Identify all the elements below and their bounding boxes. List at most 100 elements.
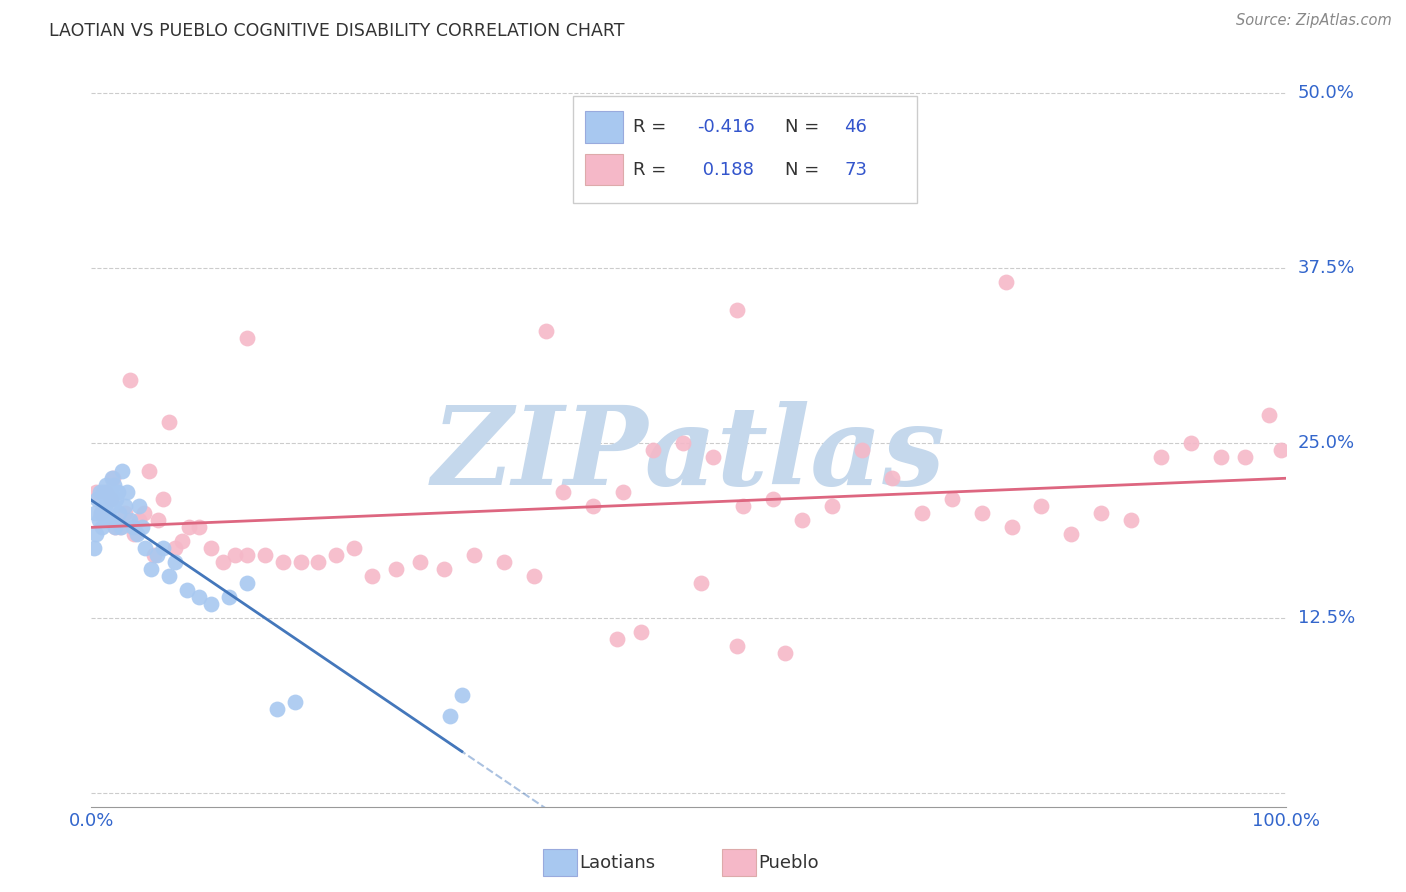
Point	[118, 513, 141, 527]
Point	[176, 583, 198, 598]
Point	[284, 695, 307, 709]
Point	[84, 506, 107, 520]
Point	[235, 576, 259, 591]
Point	[880, 471, 904, 485]
Point	[235, 548, 259, 562]
Point	[157, 569, 180, 583]
Point	[118, 373, 141, 387]
Point	[235, 331, 259, 345]
FancyBboxPatch shape	[585, 154, 623, 186]
Text: N =: N =	[785, 118, 824, 136]
Point	[1257, 408, 1279, 422]
Point	[439, 709, 461, 723]
Point	[93, 499, 115, 513]
Point	[152, 492, 174, 507]
Point	[941, 492, 963, 507]
Point	[725, 303, 748, 318]
Point	[163, 541, 186, 556]
Point	[179, 520, 201, 534]
Point	[1060, 527, 1083, 541]
Text: 46: 46	[844, 118, 868, 136]
Point	[100, 471, 122, 485]
Point	[90, 506, 112, 520]
Point	[138, 464, 160, 478]
Point	[141, 562, 162, 576]
Point	[450, 688, 472, 702]
Text: 25.0%: 25.0%	[1298, 434, 1355, 452]
Text: 0.188: 0.188	[697, 161, 754, 178]
Point	[103, 478, 125, 492]
FancyBboxPatch shape	[585, 112, 623, 143]
Point	[104, 520, 127, 534]
Point	[761, 492, 783, 507]
Point	[128, 499, 150, 513]
Point	[200, 597, 222, 611]
Point	[111, 464, 134, 478]
FancyBboxPatch shape	[574, 96, 917, 203]
Point	[731, 499, 754, 513]
Point	[271, 555, 294, 569]
Point	[266, 702, 288, 716]
Point	[606, 632, 628, 647]
Point	[433, 562, 456, 576]
Point	[94, 478, 117, 492]
Point	[114, 499, 136, 513]
Point	[105, 492, 128, 507]
Text: R =: R =	[633, 161, 672, 178]
Point	[409, 555, 432, 569]
Point	[553, 485, 575, 500]
Text: Pueblo: Pueblo	[758, 854, 818, 871]
Point	[125, 527, 148, 541]
Point	[612, 485, 634, 500]
Point	[773, 646, 796, 660]
Point	[851, 443, 873, 458]
Text: 37.5%: 37.5%	[1298, 259, 1355, 277]
Point	[187, 520, 211, 534]
Point	[1270, 443, 1292, 458]
Point	[108, 506, 131, 520]
Text: -0.416: -0.416	[697, 118, 755, 136]
Point	[911, 506, 934, 520]
Point	[89, 485, 111, 500]
Point	[98, 485, 121, 500]
Point	[492, 555, 515, 569]
Text: R =: R =	[633, 118, 672, 136]
Point	[97, 513, 120, 527]
Point	[100, 513, 122, 527]
Point	[792, 513, 814, 527]
Point	[142, 548, 165, 562]
Point	[523, 569, 546, 583]
Point	[93, 485, 114, 500]
Point	[131, 520, 153, 534]
Text: 73: 73	[844, 161, 868, 178]
Point	[90, 506, 112, 520]
Point	[672, 436, 695, 450]
Point	[96, 492, 118, 507]
Point	[218, 590, 240, 604]
Point	[307, 555, 329, 569]
Point	[253, 548, 276, 562]
Point	[84, 527, 107, 541]
Point	[290, 555, 312, 569]
Point	[157, 415, 180, 429]
Point	[114, 506, 136, 520]
Point	[163, 555, 186, 569]
Point	[115, 485, 138, 500]
Point	[134, 541, 156, 556]
Point	[122, 520, 145, 534]
Point	[84, 485, 107, 500]
Text: 50.0%: 50.0%	[1298, 84, 1354, 102]
Point	[1031, 499, 1053, 513]
Point	[1001, 520, 1024, 534]
Point	[86, 492, 108, 507]
FancyBboxPatch shape	[543, 849, 576, 876]
Text: 12.5%: 12.5%	[1298, 609, 1355, 627]
Point	[91, 520, 114, 534]
Point	[87, 513, 110, 527]
Text: Laotians: Laotians	[579, 854, 655, 871]
Point	[146, 548, 169, 562]
Text: LAOTIAN VS PUEBLO COGNITIVE DISABILITY CORRELATION CHART: LAOTIAN VS PUEBLO COGNITIVE DISABILITY C…	[49, 22, 624, 40]
Text: ZIPatlas: ZIPatlas	[432, 401, 946, 508]
Point	[104, 520, 127, 534]
Text: N =: N =	[785, 161, 824, 178]
